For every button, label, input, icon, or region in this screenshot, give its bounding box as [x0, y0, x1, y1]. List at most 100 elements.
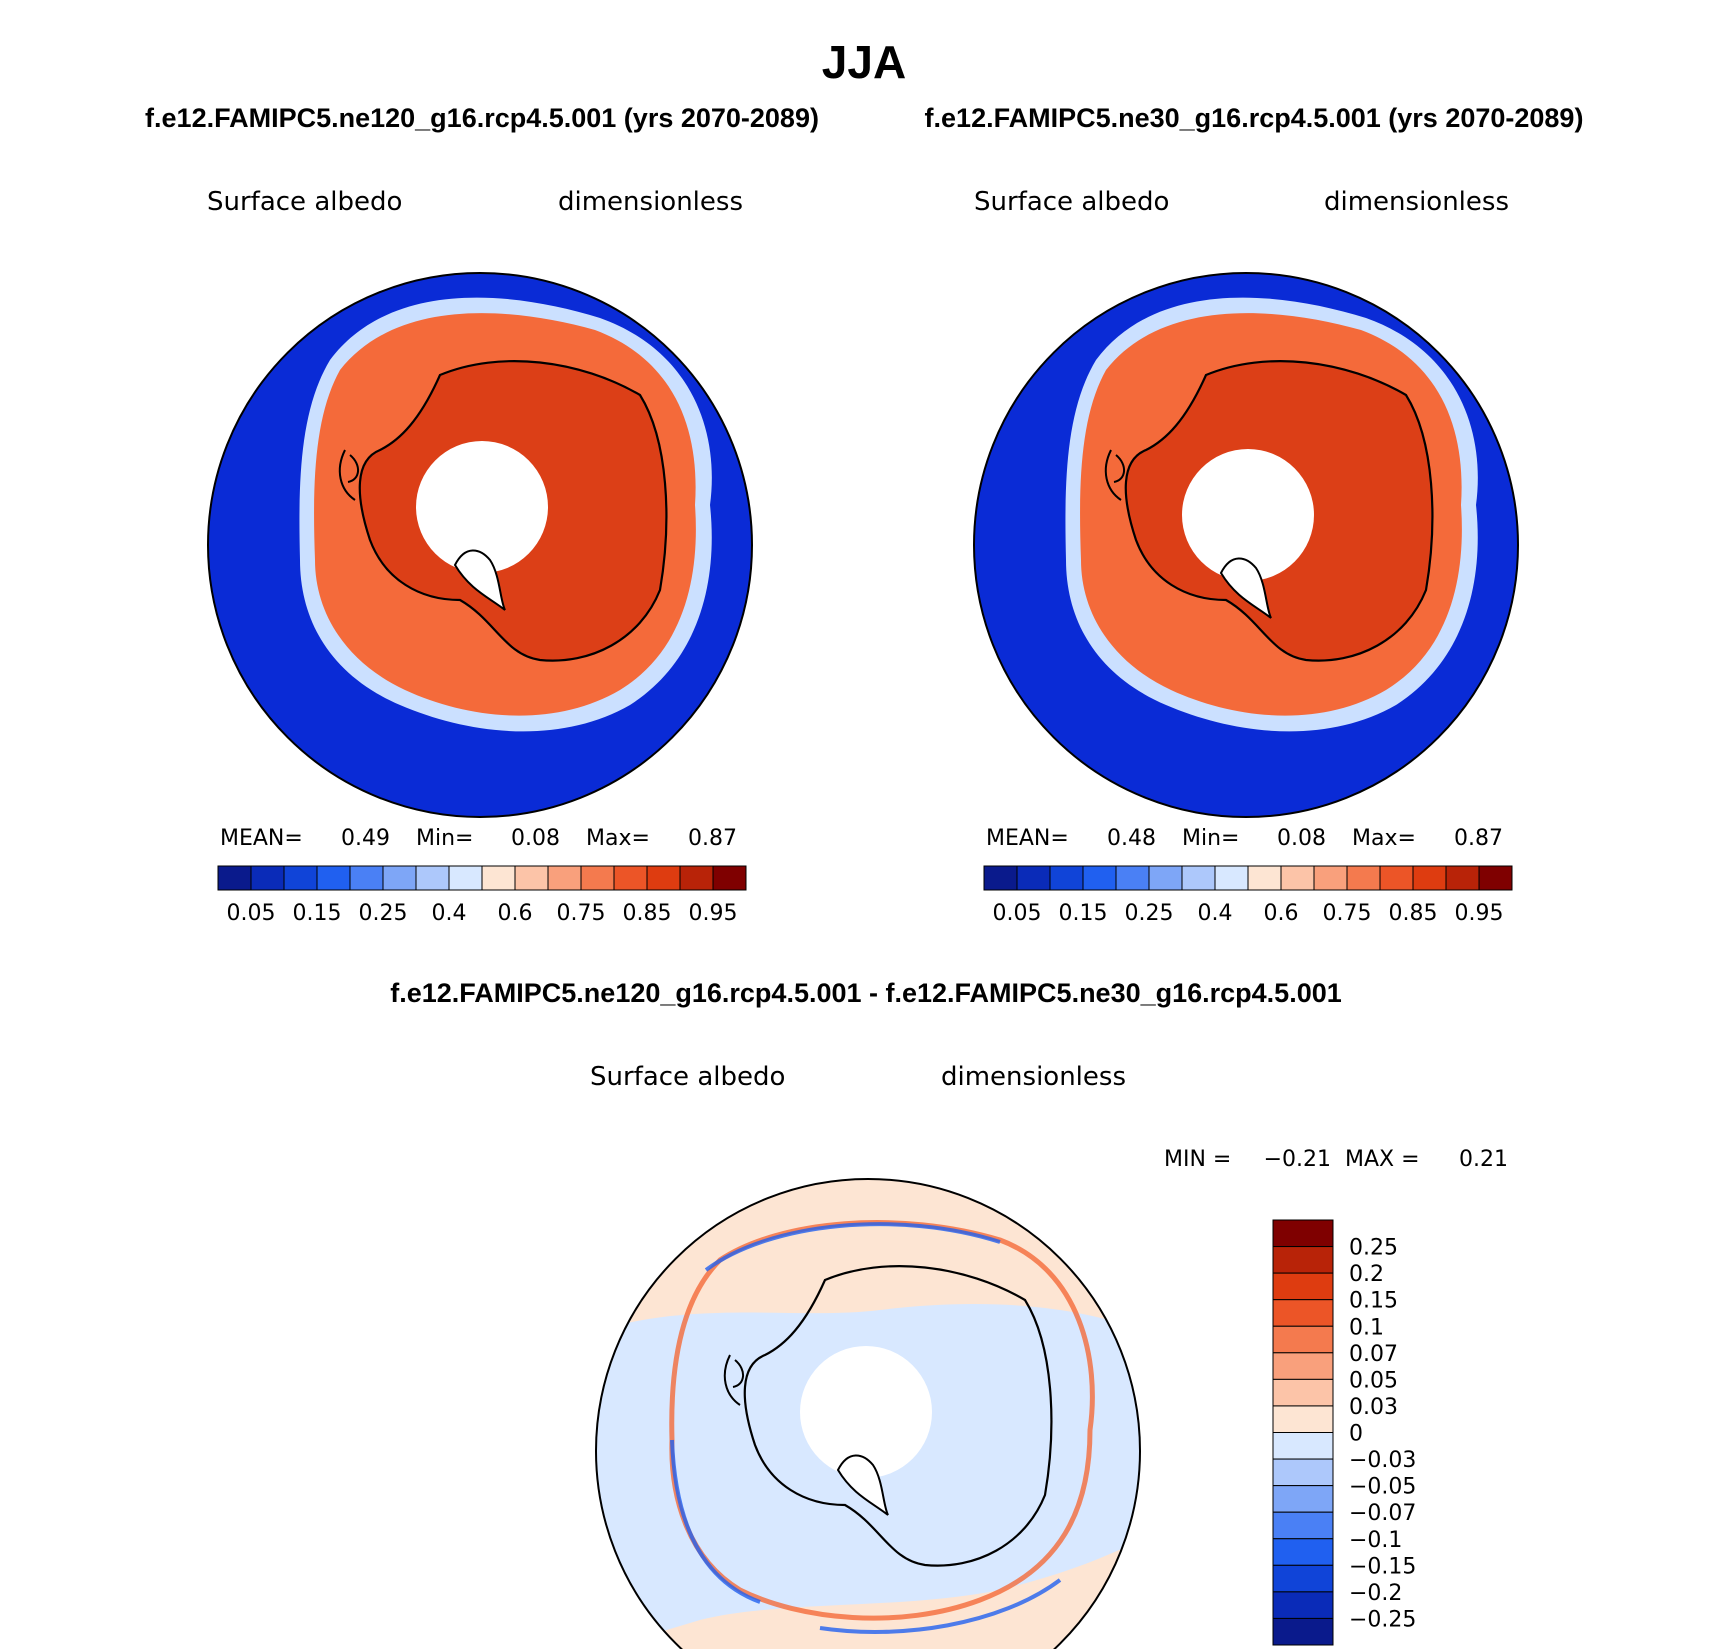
colorbar-tick-label: −0.1: [1349, 1528, 1402, 1553]
left-panel-header: f.e12.FAMIPC5.ne120_g16.rcp4.5.001 (yrs …: [145, 103, 819, 133]
colorbar-tick-label: 0.25: [1349, 1236, 1398, 1261]
colorbar-swatch: [1313, 865, 1348, 891]
right-variable-label: Surface albedo: [974, 187, 1169, 217]
colorbar-tick-label: −0.2: [1349, 1581, 1402, 1606]
colorbar-swatch: [1272, 1405, 1334, 1433]
colorbar-tick-label: 0.15: [1349, 1289, 1398, 1314]
colorbar-tick-label: 0.6: [1264, 901, 1299, 926]
colorbar-swatch: [547, 865, 582, 891]
left-variable-label: Surface albedo: [207, 187, 402, 217]
map-difference-border: [595, 1178, 1141, 1649]
map-difference: [596, 1179, 1140, 1649]
right-max-label: Max=: [1352, 826, 1416, 851]
left-min-value: 0.08: [511, 826, 560, 851]
colorbar-swatch: [983, 865, 1018, 891]
right-min-value: 0.08: [1277, 826, 1326, 851]
left-max-value: 0.87: [688, 826, 737, 851]
colorbar-swatch: [1272, 1246, 1334, 1274]
map-ne120-border: [207, 272, 753, 818]
colorbar-swatch: [1272, 1299, 1334, 1327]
colorbar-swatch: [1272, 1511, 1334, 1540]
colorbar-swatch: [1346, 865, 1381, 891]
left-min-label: Min=: [416, 826, 473, 851]
colorbar-tick-label: −0.05: [1349, 1475, 1416, 1500]
diff-panel-header: f.e12.FAMIPC5.ne120_g16.rcp4.5.001 - f.e…: [390, 978, 1342, 1008]
colorbar-tick-label: 0.03: [1349, 1395, 1398, 1420]
colorbar-swatch: [1272, 1378, 1334, 1407]
map-ne30-border: [973, 272, 1519, 818]
colorbar-swatch: [316, 865, 351, 891]
diff-variable-label: Surface albedo: [590, 1062, 785, 1092]
right-mean-value: 0.48: [1107, 826, 1156, 851]
colorbar-tick-label: 0.4: [1198, 901, 1233, 926]
colorbar-swatch: [1272, 1591, 1334, 1619]
colorbar-swatch: [217, 865, 252, 891]
colorbar-tick-label: 0.4: [432, 901, 467, 926]
colorbar-tick-label: 0.6: [498, 901, 533, 926]
colorbar-tick-label: 0.85: [1389, 901, 1438, 926]
colorbar-tick-label: 0.95: [689, 901, 738, 926]
colorbar-swatch: [1272, 1458, 1334, 1487]
colorbar-difference: 0.250.20.150.10.070.050.030−0.03−0.05−0.…: [1272, 1219, 1416, 1646]
colorbar-swatch: [1148, 865, 1183, 891]
colorbar-ne30: 0.05 0.15 0.25 0.4 0.6 0.75 0.85 0.95: [983, 865, 1513, 926]
diff-max-value: 0.21: [1459, 1147, 1508, 1172]
colorbar-tick-label: 0.05: [1349, 1368, 1398, 1393]
colorbar-swatch: [613, 865, 648, 891]
colorbar-swatch: [250, 865, 285, 891]
colorbar-tick-label: 0.95: [1455, 901, 1504, 926]
colorbar-tick-label: −0.15: [1349, 1554, 1416, 1579]
colorbar-swatch: [1272, 1538, 1334, 1566]
colorbar-swatch: [1412, 865, 1447, 891]
colorbar-swatch: [1272, 1485, 1334, 1513]
colorbar-swatch: [1272, 1325, 1334, 1354]
colorbar-tick-label: 0: [1349, 1422, 1363, 1447]
diff-max-label: MAX =: [1345, 1147, 1420, 1172]
colorbar-tick-label: 0.75: [1323, 901, 1372, 926]
colorbar-swatch: [1115, 865, 1150, 891]
colorbar-swatch: [1016, 865, 1051, 891]
colorbar-tick-label: 0.25: [359, 901, 408, 926]
colorbar-tick-label: 0.75: [557, 901, 606, 926]
right-mean-label: MEAN=: [986, 826, 1069, 851]
left-mean-label: MEAN=: [220, 826, 303, 851]
left-max-label: Max=: [586, 826, 650, 851]
colorbar-swatch: [1272, 1617, 1334, 1646]
colorbar-tick-label: 0.1: [1349, 1315, 1384, 1340]
colorbar-swatch: [1247, 865, 1282, 891]
colorbar-tick-label: 0.15: [293, 901, 342, 926]
colorbar-swatch: [1272, 1272, 1334, 1301]
colorbar-tick-label: 0.05: [227, 901, 276, 926]
right-max-value: 0.87: [1454, 826, 1503, 851]
colorbar-tick-label: −0.07: [1349, 1501, 1416, 1526]
colorbar-swatch: [448, 865, 483, 891]
colorbar-tick-label: 0.25: [1125, 901, 1174, 926]
colorbar-swatch: [1478, 865, 1513, 891]
colorbar-swatch: [283, 865, 318, 891]
colorbar-swatch: [514, 865, 549, 891]
map-ne30: [974, 273, 1518, 817]
colorbar-swatch: [679, 865, 714, 891]
colorbar-swatch: [1181, 865, 1216, 891]
colorbar-swatch: [646, 865, 681, 891]
colorbar-tick-label: 0.85: [623, 901, 672, 926]
colorbar-swatch: [712, 865, 747, 891]
colorbar-swatch: [382, 865, 417, 891]
colorbar-swatch: [481, 865, 516, 891]
colorbar-swatch: [1082, 865, 1117, 891]
colorbar-swatch: [1214, 865, 1249, 891]
colorbar-tick-label: 0.07: [1349, 1342, 1398, 1367]
colorbar-swatch: [1049, 865, 1084, 891]
diff-units-label: dimensionless: [941, 1062, 1126, 1092]
colorbar-swatch: [349, 865, 384, 891]
right-min-label: Min=: [1182, 826, 1239, 851]
colorbar-swatch: [1445, 865, 1480, 891]
colorbar-swatch: [415, 865, 450, 891]
colorbar-ne120: 0.05 0.15 0.25 0.4 0.6 0.75 0.85 0.95: [217, 865, 747, 926]
colorbar-swatch: [1280, 865, 1315, 891]
colorbar-swatch: [1379, 865, 1414, 891]
colorbar-tick-label: 0.2: [1349, 1262, 1384, 1287]
colorbar-tick-label: 0.15: [1059, 901, 1108, 926]
colorbar-swatch: [1272, 1219, 1334, 1248]
diff-min-value: −0.21: [1264, 1147, 1331, 1172]
